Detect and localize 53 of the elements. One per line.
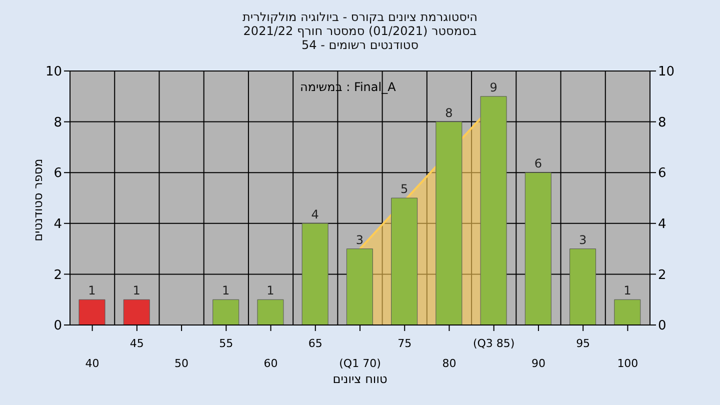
x-tick-label: 45 [130,337,144,350]
bar [302,223,328,325]
x-axis-title: טווח ציונים [332,372,388,386]
x-tick-label: 60 [264,357,278,370]
bar [123,299,150,325]
bar [257,299,284,325]
chart-title: היסטוגרמת ציונים בקורס - ביולוגיה מולקולרית [242,10,478,24]
y-tick-label: 2 [54,268,62,283]
bar [78,299,106,325]
x-tick-label: 55 [219,337,234,350]
x-tick-label: 95 [576,337,590,350]
data-label: 1 [132,284,140,298]
y2-tick-label: 2 [658,268,666,283]
x-tick-label: 100 [617,357,638,370]
y-tick-label: 6 [54,166,62,182]
data-label: 1 [88,284,96,298]
y2-tick-label: 6 [658,166,666,182]
y2-tick-label: 10 [658,64,675,80]
bar [480,96,507,325]
x-tick-label: 80 [442,357,456,370]
y-tick-label: 10 [45,64,62,80]
data-label: 1 [266,284,274,298]
bar [614,299,641,325]
bar [391,198,418,325]
bar [436,122,462,325]
chart-subtitle: בסמסטר (01/2021) סמסטר חורף 2021/22 סטודנטים רשומים - 54 [242,24,478,52]
x-tick-label: (Q3 85) [472,337,515,350]
data-label: 3 [356,232,364,247]
bar [346,248,373,325]
data-label: 6 [534,156,542,171]
y-tick-label: 4 [54,217,62,232]
bar [212,299,240,325]
bar [570,248,596,325]
y-tick-label: 0 [54,318,62,334]
data-label: 1 [222,284,230,298]
x-tick-label: 40 [85,357,100,370]
x-tick-label: 90 [531,357,546,370]
data-label: 4 [311,207,319,222]
data-label: 1 [624,284,632,298]
y-tick-label: 8 [54,115,62,130]
data-label: 5 [400,182,408,196]
y2-tick-label: 0 [658,318,666,334]
data-label: 8 [445,106,453,120]
x-tick-label: (Q1 70) [339,357,381,370]
data-label: 9 [490,80,498,94]
bar [524,172,552,325]
x-tick-label: 50 [174,357,189,370]
x-tick-label: 75 [398,337,412,350]
y2-tick-label: 8 [658,115,666,130]
x-tick-label: 65 [308,337,322,350]
y2-tick-label: 4 [658,217,666,232]
y-axis-title: מספר סטודנטים [31,158,45,242]
data-label: 3 [578,232,587,247]
